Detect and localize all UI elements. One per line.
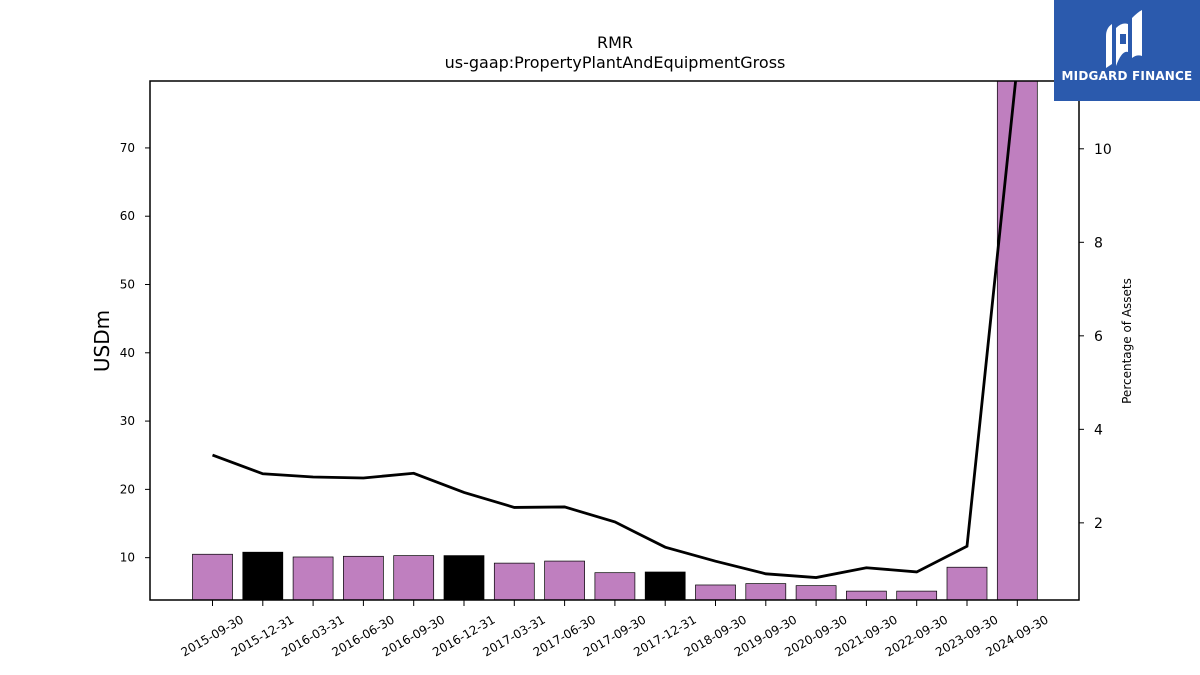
line-series (212, 81, 1017, 579)
chart-title: RMR (597, 33, 633, 52)
y-tick-label: 60 (120, 209, 135, 223)
bar-2016-03-31 (292, 556, 334, 601)
bar-2015-12-31 (242, 551, 284, 601)
y-tick-label: 20 (120, 482, 135, 496)
bar-2024-09-30 (996, 80, 1038, 601)
bar-2023-09-30 (946, 566, 988, 601)
brand-logo: MIDGARD FINANCE (1054, 0, 1200, 101)
bar-2022-09-30 (896, 590, 938, 601)
bar-series (192, 80, 1038, 601)
bar-2016-12-31 (443, 555, 485, 601)
y-axis-right: 2 4 6 8 10 (1079, 142, 1112, 532)
bar-2017-03-31 (493, 562, 535, 601)
bar-2017-06-30 (544, 560, 585, 601)
y-axis-left: 10 20 30 40 50 60 70 (120, 141, 150, 565)
bar-2017-09-30 (594, 572, 636, 601)
y2-tick-label: 10 (1094, 142, 1112, 158)
bar-2015-09-30 (192, 553, 233, 601)
bar-2021-09-30 (846, 590, 887, 601)
bar-2017-12-31 (644, 571, 686, 601)
percentage-line (212, 81, 1017, 579)
y2-tick-label: 2 (1094, 516, 1103, 532)
y-tick-label: 70 (120, 141, 135, 155)
bar-2019-09-30 (745, 583, 787, 601)
y2-tick-label: 4 (1094, 422, 1103, 438)
bar-2018-09-30 (695, 584, 736, 601)
y-tick-label: 50 (120, 278, 135, 292)
logo-text: MIDGARD FINANCE (1061, 69, 1193, 83)
y2-tick-label: 8 (1094, 235, 1103, 251)
y-tick-label: 30 (120, 414, 135, 428)
y-tick-label: 40 (120, 346, 135, 360)
y2-tick-label: 6 (1094, 329, 1103, 345)
x-axis: 2015-09-302015-12-312016-03-312016-06-30… (179, 600, 1051, 659)
y-tick-label: 10 (120, 551, 135, 565)
y2-axis-label: Percentage of Assets (1120, 278, 1134, 404)
logo-mark-icon (1106, 10, 1142, 68)
bar-2020-09-30 (795, 585, 837, 601)
bar-2016-06-30 (343, 555, 384, 601)
y-axis-label: USDm (90, 310, 114, 372)
bar-2016-09-30 (393, 555, 435, 601)
chart-subtitle: us-gaap:PropertyPlantAndEquipmentGross (445, 53, 786, 72)
